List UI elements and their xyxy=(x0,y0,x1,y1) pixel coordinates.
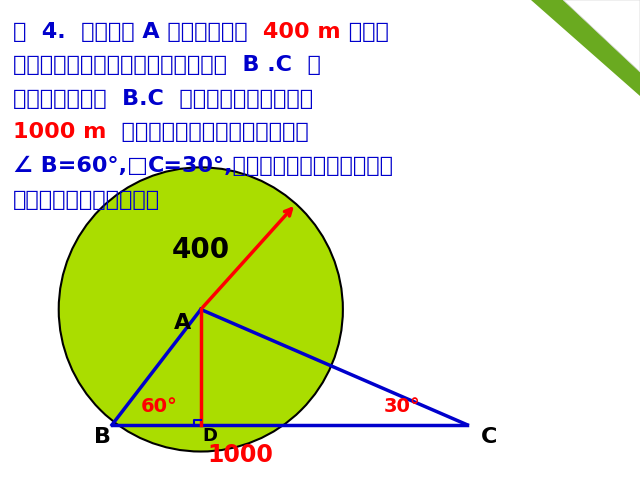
Text: 个村庄，现要在  B.C  两村庄之间修一条长为: 个村庄，现要在 B.C 两村庄之间修一条长为 xyxy=(13,89,313,109)
Text: D: D xyxy=(202,427,217,445)
Text: 60°: 60° xyxy=(141,397,178,416)
Text: 例  4.  如图，点 A 是一个半径为: 例 4. 如图，点 A 是一个半径为 xyxy=(13,22,263,42)
Polygon shape xyxy=(531,0,640,96)
Text: 400 m: 400 m xyxy=(263,22,340,42)
Text: 1000 m: 1000 m xyxy=(13,122,106,143)
Text: 400: 400 xyxy=(172,236,230,264)
Text: 30°: 30° xyxy=(384,397,420,416)
Polygon shape xyxy=(563,0,640,72)
Text: C=30°,问此公路是否会穿过该森林: C=30°,问此公路是否会穿过该森林 xyxy=(148,156,394,176)
Text: A: A xyxy=(174,313,191,333)
Ellipse shape xyxy=(59,168,343,452)
Text: 的圆形: 的圆形 xyxy=(340,22,388,42)
Text: 森林公园的中心，在森林公园附近有  B .C  两: 森林公园的中心，在森林公园附近有 B .C 两 xyxy=(13,55,321,75)
Text: B: B xyxy=(94,427,111,447)
Text: C: C xyxy=(481,427,498,447)
Text: 公园？请通过计算说明．: 公园？请通过计算说明． xyxy=(13,190,160,210)
Text: □: □ xyxy=(127,156,148,176)
Text: 的笔直公路将两村连通，经测得: 的笔直公路将两村连通，经测得 xyxy=(106,122,309,143)
Text: 1000: 1000 xyxy=(207,443,273,467)
Text: ∠ B=60°,: ∠ B=60°, xyxy=(13,156,127,176)
